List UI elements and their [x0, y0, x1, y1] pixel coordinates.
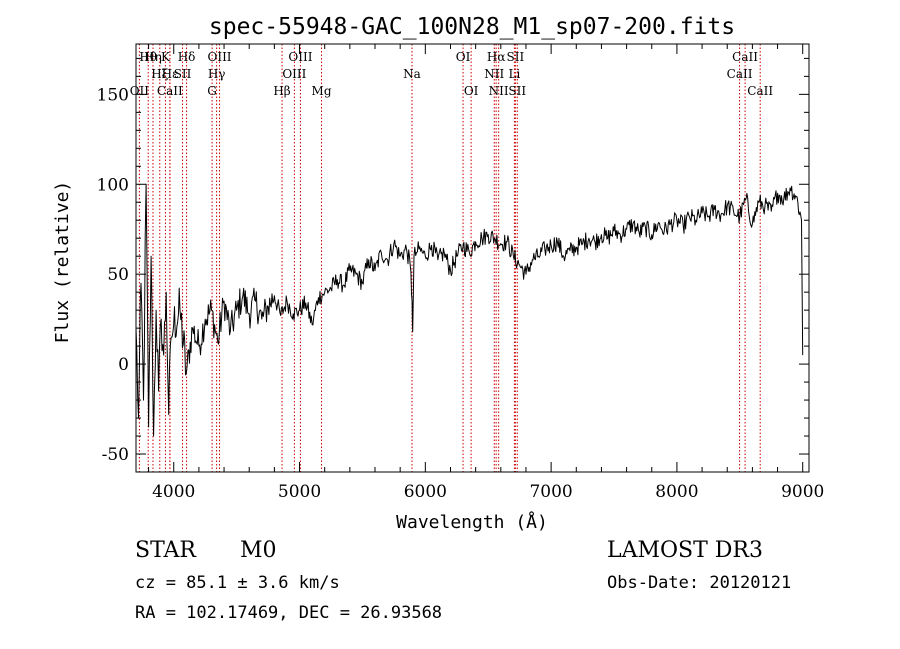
marker-label: OIII — [282, 67, 306, 81]
object-subclass: M0 — [240, 538, 277, 563]
x-axis-ticks: 4000 5000 6000 7000 8000 9000 — [148, 44, 824, 502]
marker-label: CaII — [747, 84, 773, 98]
x-axis-label: Wavelength (Å) — [396, 511, 548, 533]
spectrum-line — [135, 183, 804, 437]
x-tick-label: 7000 — [529, 482, 572, 502]
marker-label: Hα — [487, 50, 506, 64]
marker-label: Hβ — [273, 84, 290, 98]
marker-label: Hδ — [178, 50, 196, 64]
survey-name: LAMOST DR3 — [607, 538, 763, 563]
marker-label: NII — [489, 84, 509, 98]
marker-label: CaII — [732, 50, 758, 64]
marker-label: Mg — [312, 84, 332, 98]
observation-date: Obs-Date: 20120121 — [607, 573, 792, 593]
marker-label: OIII — [288, 50, 312, 64]
y-tick-label: 100 — [97, 175, 129, 195]
x-tick-label: 6000 — [404, 482, 447, 502]
redshift-value: cz = 85.1 ± 3.6 km/s — [135, 573, 340, 593]
marker-label: Hγ — [208, 67, 226, 81]
x-tick-label: 9000 — [781, 482, 824, 502]
y-tick-label: 150 — [97, 85, 129, 105]
marker-label: SII — [507, 50, 525, 64]
y-tick-label: 0 — [118, 355, 129, 375]
object-class: STAR — [135, 538, 196, 563]
marker-label: Hη — [144, 50, 162, 64]
marker-label: Hθ — [139, 50, 157, 64]
marker-label: SII — [174, 67, 192, 81]
chart-title: spec-55948-GAC_100N28_M1_sp07-200.fits — [209, 14, 735, 40]
marker-label: OII — [130, 84, 150, 98]
marker-label: SII — [508, 84, 526, 98]
x-tick-label: 5000 — [278, 482, 321, 502]
marker-label: CaII — [727, 67, 753, 81]
marker-label: Hξ — [151, 67, 168, 81]
marker-label: Hε — [162, 67, 179, 81]
marker-label: Na — [403, 67, 421, 81]
y-axis-ticks: -50 0 50 100 150 — [97, 57, 809, 465]
plot-frame — [135, 43, 810, 473]
spectrum-series — [135, 183, 804, 437]
marker-label: OI — [456, 50, 471, 64]
marker-label: CaII — [157, 84, 183, 98]
marker-label: G — [207, 84, 217, 98]
x-tick-label: 4000 — [152, 482, 195, 502]
marker-label: OI — [464, 84, 479, 98]
marker-label: Li — [508, 67, 520, 81]
marker-label: NII — [484, 67, 504, 81]
marker-label: K — [161, 50, 171, 64]
y-tick-label: -50 — [102, 445, 129, 465]
marker-label: OIII — [207, 50, 231, 64]
line-markers — [138, 44, 761, 472]
x-tick-label: 8000 — [655, 482, 698, 502]
y-axis-label: Flux (relative) — [52, 181, 73, 344]
coordinates: RA = 102.17469, DEC = 26.93568 — [135, 603, 443, 623]
y-tick-label: 50 — [107, 265, 129, 285]
